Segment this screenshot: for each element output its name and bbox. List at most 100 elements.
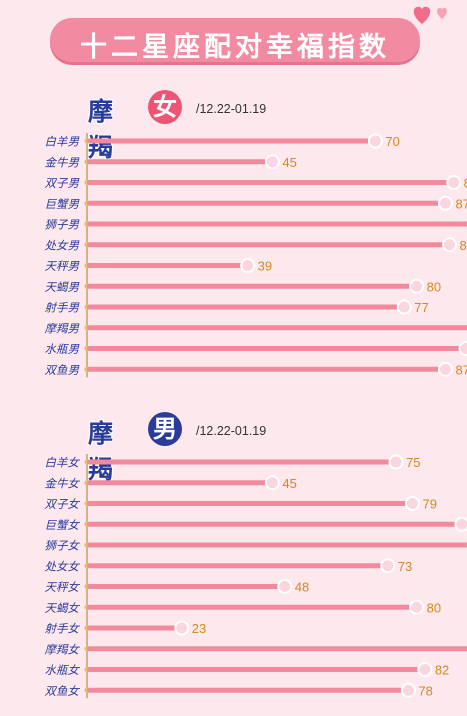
bar (87, 667, 425, 672)
category-label: 巨蟹女 (45, 518, 81, 532)
bar (87, 325, 467, 331)
category-label: 水瓶女 (45, 663, 81, 677)
bar-end-marker (417, 662, 433, 677)
data-label: 89 (464, 176, 467, 191)
bar-chart-male-matches: 白羊男70金牛男45双子男89巨蟹男87狮子男94处女男88天秤男39天蝎男80… (45, 133, 467, 378)
category-label: 金牛女 (45, 476, 81, 490)
category-label: 双子男 (45, 176, 81, 190)
bar-end-marker (442, 237, 458, 253)
bar-end-marker (404, 496, 420, 511)
bar (87, 304, 405, 310)
hearts-decoration (413, 6, 447, 25)
data-label: 80 (427, 279, 441, 294)
category-label: 白羊女 (45, 456, 81, 470)
data-label: 70 (385, 134, 399, 149)
data-label: 87 (455, 362, 467, 377)
bar-end-marker (400, 682, 416, 698)
data-label: 82 (435, 663, 449, 678)
bar (87, 625, 182, 631)
bar-end-marker (240, 258, 256, 273)
data-label: 88 (460, 238, 467, 253)
data-label: 87 (455, 196, 467, 211)
bar-end-marker (388, 454, 404, 470)
bar (87, 242, 450, 248)
data-label: 39 (258, 259, 272, 274)
bar-end-marker (454, 516, 467, 532)
category-label: 射手男 (45, 301, 81, 315)
category-label: 双子女 (45, 497, 81, 511)
bar-end-marker (264, 475, 280, 491)
bar-end-marker (446, 175, 462, 190)
data-label: 79 (422, 497, 436, 512)
bar-end-marker (409, 599, 425, 615)
category-label: 处女女 (45, 559, 81, 573)
category-label: 摩羯女 (45, 642, 81, 656)
bar-end-marker (367, 133, 383, 149)
bar (87, 480, 273, 486)
category-label: 摩羯男 (45, 321, 81, 335)
data-label: 78 (418, 683, 432, 698)
bar (87, 604, 417, 610)
bar-end-marker (409, 278, 425, 294)
bar (87, 584, 285, 589)
data-label: 75 (406, 455, 420, 470)
data-label: 45 (282, 476, 296, 491)
bar-end-marker (437, 195, 453, 211)
category-label: 天秤男 (45, 259, 81, 273)
category-label: 狮子女 (45, 539, 81, 553)
bar (87, 542, 467, 548)
bar (87, 687, 409, 693)
category-label: 双鱼男 (45, 363, 81, 377)
title-banner: 十二星座配对幸福指数 (50, 18, 420, 63)
data-label: 73 (398, 559, 412, 574)
category-label: 双鱼女 (45, 684, 81, 698)
bar-end-marker (277, 579, 293, 594)
bar (87, 521, 462, 527)
gender-badge-female: 女 (148, 90, 182, 124)
bar (87, 263, 248, 268)
bar (87, 180, 454, 185)
category-label: 白羊男 (45, 135, 81, 149)
page-title: 十二星座配对幸福指数 (80, 32, 390, 63)
bar (87, 283, 417, 289)
date-range: /12.22-01.19 (196, 102, 267, 116)
bar (87, 138, 376, 144)
gender-badge-male: 男 (148, 412, 182, 446)
category-label: 狮子男 (45, 218, 81, 232)
bar-chart-female-matches: 白羊女75金牛女45双子女79巨蟹女91狮子女94处女女73天秤女48天蝎女80… (45, 454, 467, 699)
category-label: 巨蟹男 (45, 197, 81, 211)
bar-end-marker (174, 620, 190, 636)
category-label: 射手女 (45, 622, 81, 636)
heart-icon-small (437, 7, 447, 19)
data-label: 23 (192, 621, 206, 636)
data-label: 77 (414, 300, 428, 315)
bar (87, 563, 388, 569)
bar (87, 159, 273, 165)
bar (87, 459, 396, 465)
category-label: 天蝎女 (45, 601, 81, 615)
bar (87, 221, 467, 227)
category-label: 金牛男 (45, 155, 81, 169)
data-label: 48 (295, 580, 309, 595)
bar-end-marker (458, 341, 467, 356)
date-range: /12.22-01.19 (196, 424, 267, 438)
bar-end-marker (437, 361, 453, 377)
bar (87, 346, 467, 351)
bar (87, 501, 413, 506)
bar-end-marker (264, 154, 280, 170)
bar (87, 200, 446, 206)
data-label: 80 (427, 600, 441, 615)
bar-end-marker (380, 558, 396, 574)
category-label: 水瓶男 (45, 342, 81, 356)
category-label: 处女男 (45, 238, 81, 252)
data-label: 45 (282, 155, 296, 170)
category-label: 天蝎男 (45, 280, 81, 294)
title-background (50, 18, 420, 62)
heart-icon-large (413, 6, 431, 25)
bar (87, 366, 446, 372)
bar (87, 646, 467, 652)
bar-end-marker (396, 299, 412, 315)
category-label: 天秤女 (45, 580, 81, 594)
section-sign: 摩羯 (88, 97, 114, 162)
